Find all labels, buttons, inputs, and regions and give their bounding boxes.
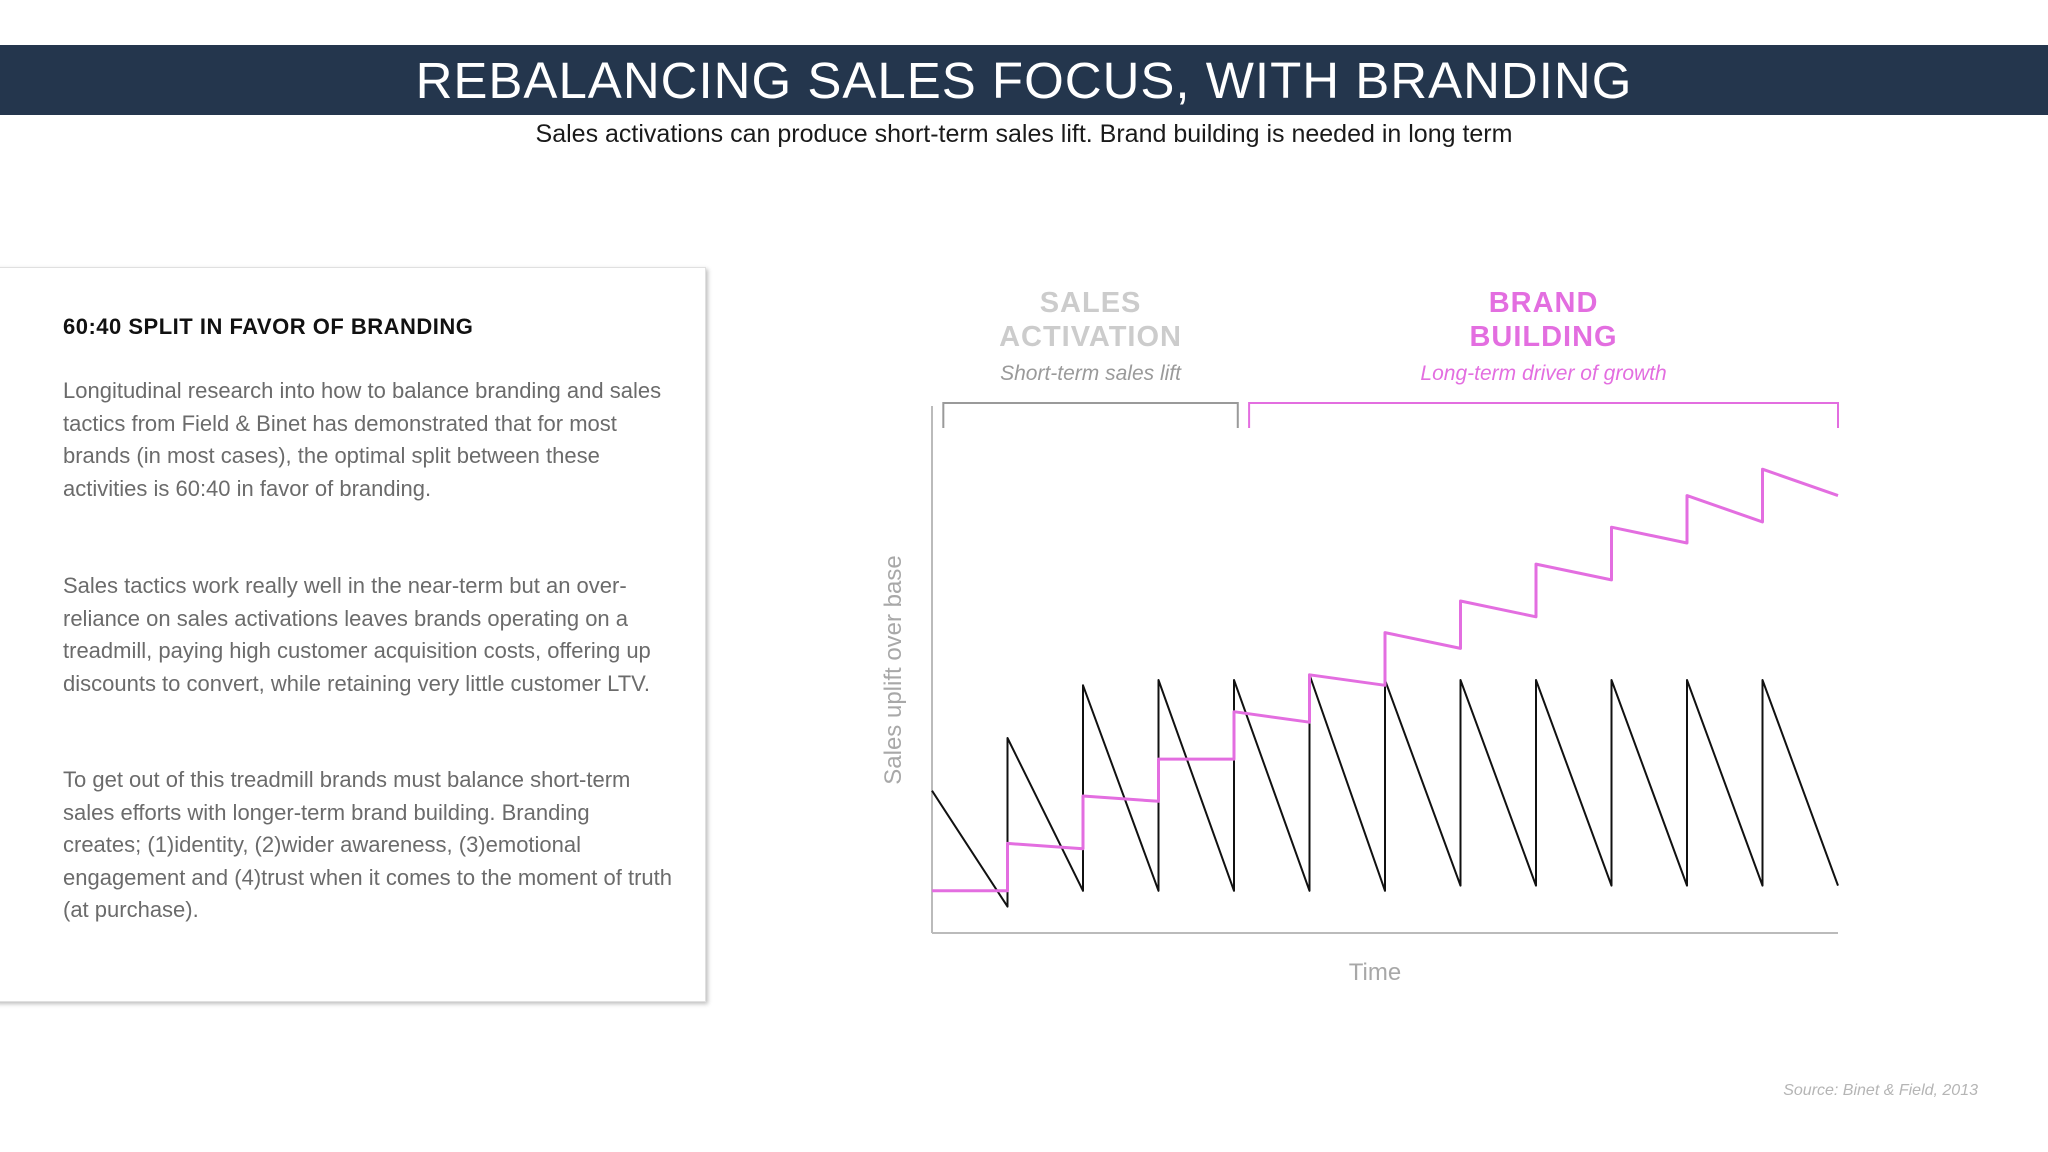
annotation-subtitle: Long-term driver of growth bbox=[1420, 362, 1666, 385]
card-paragraph: Sales tactics work really well in the ne… bbox=[63, 573, 651, 696]
annotation-title-line: ACTIVATION bbox=[999, 321, 1182, 353]
chart-axes bbox=[931, 406, 1838, 934]
annotation-bracket bbox=[1248, 402, 1839, 428]
annotation-bracket bbox=[942, 402, 1239, 428]
y-axis-label: Sales uplift over base bbox=[880, 555, 907, 784]
annotation-title-line: BRAND bbox=[1489, 287, 1599, 319]
x-axis-label: Time bbox=[1349, 959, 1401, 986]
card-paragraph: To get out of this treadmill brands must… bbox=[63, 767, 672, 922]
annotation-title-line: SALES bbox=[1040, 287, 1142, 319]
title-bar: REBALANCING SALES FOCUS, WITH BRANDING bbox=[0, 45, 2048, 115]
source-note: Source: Binet & Field, 2013 bbox=[1783, 1082, 1978, 1099]
page-subtitle: Sales activations can produce short-term… bbox=[535, 120, 1513, 148]
card-heading: 60:40 SPLIT IN FAVOR OF BRANDING bbox=[63, 314, 474, 339]
chart-series bbox=[931, 467, 1839, 908]
card-paragraph: Longitudinal research into how to balanc… bbox=[63, 378, 662, 501]
annotation-title-line: BUILDING bbox=[1469, 321, 1617, 353]
brand-building-steps-line bbox=[932, 467, 1839, 893]
sales-activation-spikes-line bbox=[931, 673, 1839, 908]
info-card: 60:40 SPLIT IN FAVOR OF BRANDING Longitu… bbox=[0, 267, 706, 1002]
page-title: REBALANCING SALES FOCUS, WITH BRANDING bbox=[415, 51, 1633, 109]
annotation-subtitle: Short-term sales lift bbox=[1000, 362, 1182, 385]
